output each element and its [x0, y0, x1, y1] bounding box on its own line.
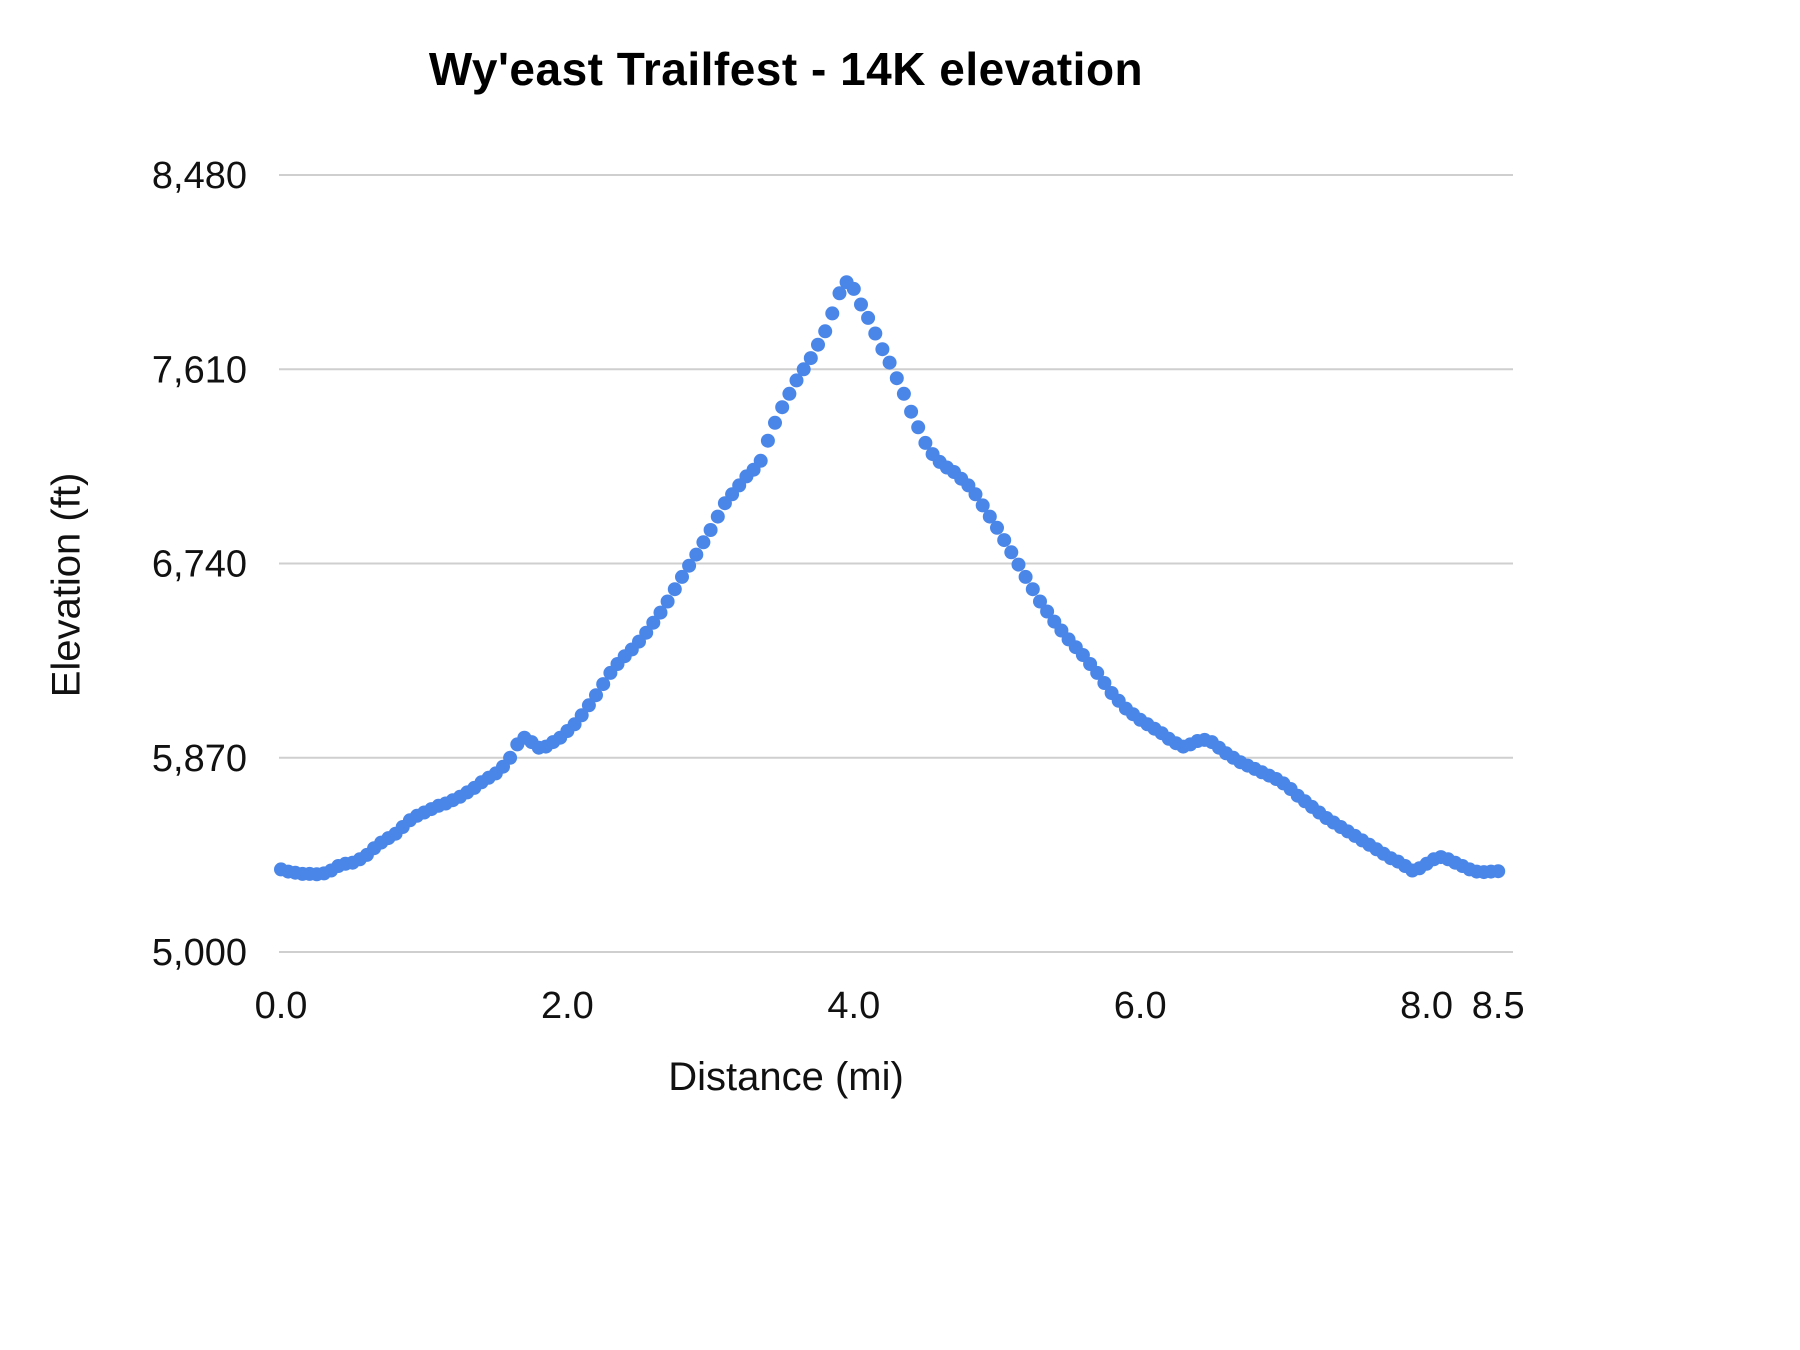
data-point — [1011, 557, 1026, 572]
data-point — [882, 355, 897, 370]
y-tick-label: 7,610 — [152, 349, 247, 391]
data-point — [911, 420, 926, 435]
data-point — [1004, 545, 1019, 560]
data-point — [889, 371, 904, 386]
data-point — [696, 535, 711, 550]
data-point — [1033, 594, 1047, 609]
data-point — [789, 373, 804, 388]
data-point — [1090, 665, 1105, 680]
data-point — [675, 569, 689, 584]
data-point — [1040, 604, 1055, 619]
y-tick-label: 5,870 — [152, 738, 247, 780]
data-point — [646, 615, 661, 630]
data-point — [832, 286, 847, 301]
data-point — [997, 533, 1012, 548]
data-point — [581, 698, 596, 713]
data-point — [918, 435, 933, 450]
data-point — [782, 386, 797, 401]
data-point — [811, 337, 825, 352]
data-point — [1025, 582, 1040, 597]
x-tick-label: 4.0 — [827, 985, 880, 1027]
data-point — [1491, 864, 1506, 879]
data-point — [975, 498, 990, 513]
x-tick-label: 6.0 — [1114, 985, 1167, 1027]
data-point — [689, 547, 704, 562]
data-point — [775, 400, 790, 415]
y-tick-label: 6,740 — [152, 544, 247, 586]
data-point — [1097, 676, 1112, 690]
data-point — [825, 306, 840, 321]
x-tick-label: 8.0 — [1400, 985, 1453, 1027]
data-point — [818, 324, 833, 339]
data-point — [1018, 569, 1033, 584]
data-point — [803, 351, 818, 366]
data-point — [503, 750, 518, 765]
chart-title: Wy'east Trailfest - 14K elevation — [428, 43, 1144, 95]
data-point — [589, 688, 603, 703]
data-point — [596, 677, 611, 692]
data-point — [982, 509, 997, 524]
data-point — [660, 594, 675, 609]
data-point — [768, 415, 782, 430]
data-point — [875, 342, 890, 357]
data-point — [574, 708, 589, 723]
data-point — [653, 605, 668, 620]
data-point — [760, 433, 775, 448]
x-axis-title: Distance (mi) — [668, 1055, 904, 1099]
x-tick-label: 8.5 — [1472, 985, 1525, 1027]
data-point — [796, 362, 811, 377]
data-point — [990, 520, 1004, 535]
data-point — [854, 297, 868, 312]
data-point — [896, 386, 911, 401]
x-tick-label: 0.0 — [255, 985, 308, 1027]
y-tick-label: 8,480 — [152, 155, 247, 197]
data-point — [703, 523, 718, 537]
data-point — [861, 310, 876, 325]
data-point — [968, 487, 983, 502]
data-point — [753, 453, 768, 468]
data-point — [868, 326, 883, 341]
data-point — [846, 281, 861, 296]
data-point — [904, 404, 919, 419]
x-tick-label: 2.0 — [541, 985, 594, 1027]
y-tick-label: 5,000 — [152, 932, 247, 974]
data-point — [667, 582, 682, 597]
data-point — [639, 625, 654, 640]
data-point — [682, 558, 697, 573]
data-point — [710, 509, 725, 524]
